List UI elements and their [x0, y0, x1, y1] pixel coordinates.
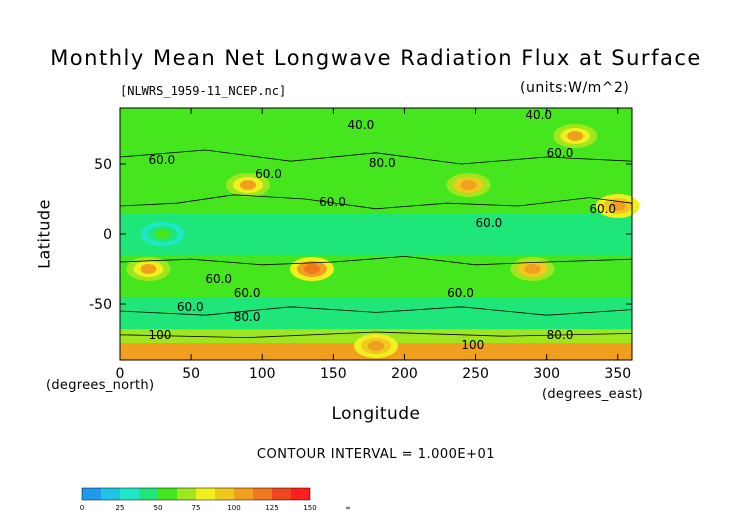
- contour-label: 60.0: [255, 167, 282, 181]
- colorbar-swatch: [120, 488, 139, 500]
- contour-label: 80.0: [547, 328, 574, 342]
- heatmap-band: [120, 213, 632, 255]
- heatmap-band: [120, 129, 632, 178]
- heatmap-region: [524, 264, 541, 274]
- y-tick-label: 0: [103, 227, 112, 243]
- colorbar-tick-label: 150: [303, 504, 316, 512]
- colorbar-tick-label: 50: [154, 504, 163, 512]
- y-tick-label: -50: [89, 297, 112, 313]
- heatmap-region: [567, 131, 584, 141]
- x-tick-label: 200: [391, 366, 418, 382]
- x-tick-label: 150: [320, 366, 347, 382]
- colorbar-tick-label: 100: [227, 504, 240, 512]
- contour-label: 40.0: [348, 118, 375, 132]
- colorbar-swatch: [158, 488, 177, 500]
- x-tick-label: 0: [116, 366, 125, 382]
- heatmap-region: [304, 264, 320, 274]
- contour-interval-label: CONTOUR INTERVAL = 1.000E+01: [256, 447, 496, 462]
- colorbar-swatch: [291, 488, 310, 500]
- heatmap-region: [140, 264, 157, 274]
- colorbar-swatch: [196, 488, 215, 500]
- contour-line: [119, 149, 633, 165]
- colorbar-tick-label: ∞: [345, 504, 351, 512]
- contour-label: 100: [148, 328, 171, 342]
- contour-label: 60.0: [177, 300, 204, 314]
- heatmap-band: [120, 108, 632, 129]
- heatmap-region: [368, 341, 384, 351]
- contour-label: 60.0: [547, 146, 574, 160]
- contour-label: 60.0: [476, 216, 503, 230]
- contour-line: [119, 255, 633, 266]
- contour-label: 80.0: [234, 310, 261, 324]
- heatmap-band: [120, 297, 632, 330]
- x-tick-label: 300: [533, 366, 560, 382]
- y-unit-label: (degrees_north): [46, 378, 155, 393]
- x-tick-label: 350: [604, 366, 631, 382]
- x-tick-label: 50: [182, 366, 200, 382]
- colorbar-tick-label: 25: [116, 504, 125, 512]
- colorbar-swatch: [215, 488, 234, 500]
- x-tick-label: 100: [249, 366, 276, 382]
- x-unit-label: (degrees_east): [542, 387, 644, 402]
- contour-label: 60.0: [447, 286, 474, 300]
- heatmap-region: [240, 180, 256, 190]
- colorbar-tick-label: 125: [265, 504, 278, 512]
- heatmap-region: [609, 201, 626, 211]
- contour-label: 60.0: [205, 272, 232, 286]
- contour-label: 60.0: [589, 202, 616, 216]
- colorbar-swatch: [177, 488, 196, 500]
- contour-label: 60.0: [319, 195, 346, 209]
- contour-label: 80.0: [369, 156, 396, 170]
- contour-label: 100: [461, 338, 484, 352]
- y-tick-label: 50: [94, 157, 112, 173]
- contour-line: [119, 331, 633, 339]
- colorbar-swatch: [234, 488, 253, 500]
- contour-label: 40.0: [525, 108, 552, 122]
- colorbar-swatch: [253, 488, 272, 500]
- contour-label: 60.0: [148, 153, 175, 167]
- x-tick-label: 250: [462, 366, 489, 382]
- heatmap-region: [460, 180, 477, 190]
- heatmap-band: [120, 178, 632, 213]
- colorbar-swatch: [101, 488, 120, 500]
- contour-line: [119, 194, 633, 210]
- colorbar-swatch: [82, 488, 101, 500]
- x-axis-label: Longitude: [331, 404, 421, 424]
- heatmap-region: [154, 229, 171, 239]
- chart-title: Monthly Mean Net Longwave Radiation Flux…: [50, 46, 702, 70]
- units-label: (units:W/m^2): [520, 80, 630, 96]
- colorbar-swatch: [272, 488, 291, 500]
- colorbar-tick-label: 75: [192, 504, 201, 512]
- colorbar-tick-label: 0: [80, 504, 84, 512]
- colorbar-swatch: [139, 488, 158, 500]
- colorbar-frame: [81, 487, 311, 501]
- contour-label: 60.0: [234, 286, 261, 300]
- contour-line: [119, 306, 633, 316]
- file-label: [NLWRS_1959-11_NCEP.nc]: [120, 84, 287, 98]
